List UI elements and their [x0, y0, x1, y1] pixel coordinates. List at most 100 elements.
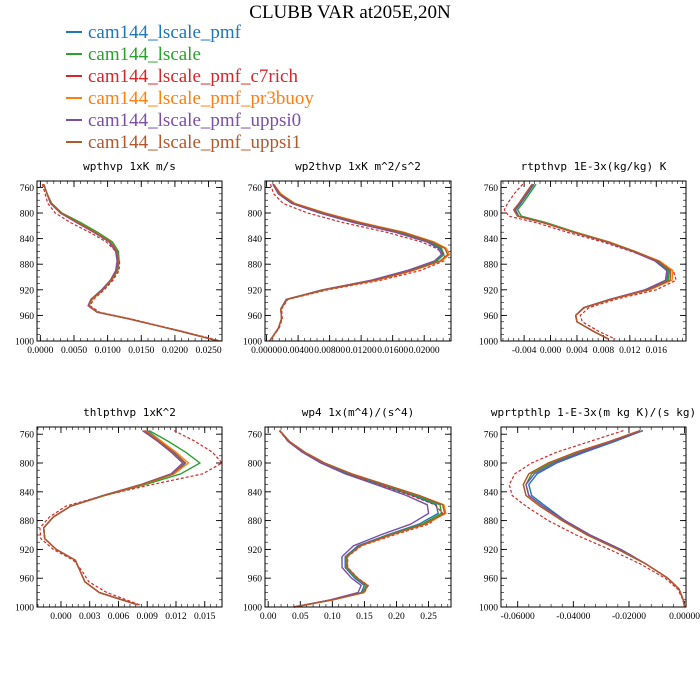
x-tick-label: 0.0050 — [61, 346, 87, 356]
y-tick-label: 920 — [484, 546, 499, 556]
series-line — [43, 430, 190, 606]
y-tick-label: 1000 — [479, 604, 498, 614]
series-line — [508, 430, 686, 608]
legend-swatch — [66, 30, 82, 33]
y-tick-label: 1000 — [15, 338, 34, 348]
y-tick-label: 880 — [20, 261, 35, 271]
panel-title: wp2thvp 1xK m^2/s^2 — [295, 160, 421, 173]
x-tick-label: 0.016 — [646, 346, 668, 356]
series-line — [43, 183, 219, 342]
panel-title: thlpthvp 1xK^2 — [83, 406, 176, 419]
series-line — [522, 429, 686, 608]
series-line — [269, 183, 445, 342]
legend-swatch — [66, 52, 82, 55]
series-line — [269, 183, 449, 342]
x-tick-label: 0.00800 — [314, 346, 345, 356]
y-tick-label: 840 — [248, 235, 263, 245]
series-line — [525, 429, 686, 608]
panel-title: wpthvp 1xK m/s — [83, 160, 176, 173]
x-tick-label: -0.004 — [512, 346, 537, 356]
y-tick-label: 1000 — [243, 338, 262, 348]
series-line — [279, 430, 447, 608]
y-tick-label: 800 — [484, 210, 499, 220]
x-tick-label: 0.01200 — [346, 346, 377, 356]
y-tick-label: 840 — [248, 488, 263, 498]
legend-item: cam144_lscale_pmf_uppsi0 — [66, 110, 314, 132]
x-tick-label: 0.02000 — [409, 346, 440, 356]
figure-title: CLUBB VAR at205E,20N — [249, 2, 451, 23]
series-line — [41, 184, 221, 342]
series-line — [528, 429, 686, 608]
y-tick-label: 1000 — [243, 604, 262, 614]
plot-frame — [264, 426, 452, 608]
y-tick-label: 840 — [484, 488, 499, 498]
y-tick-label: 960 — [484, 575, 499, 585]
plot-frame — [264, 180, 452, 342]
y-tick-label: 920 — [20, 546, 35, 556]
y-tick-label: 800 — [20, 210, 35, 220]
y-tick-label: 880 — [20, 517, 35, 527]
legend-item: cam144_lscale_pmf_uppsi1 — [66, 132, 314, 154]
y-tick-label: 920 — [248, 286, 263, 296]
y-tick-label: 840 — [484, 235, 499, 245]
y-tick-label: 1000 — [479, 338, 498, 348]
panel-title: wp4 1x(m^4)/(s^4) — [302, 406, 415, 419]
legend-label: cam144_lscale_pmf_uppsi0 — [88, 110, 302, 131]
y-tick-label: 760 — [484, 184, 499, 194]
x-tick-label: 0.004 — [566, 346, 588, 356]
y-tick-label: 960 — [248, 312, 263, 322]
y-tick-label: 840 — [20, 235, 35, 245]
x-tick-label: 0.20 — [388, 612, 405, 622]
x-tick-label: 0.012 — [165, 612, 187, 622]
series-line — [43, 430, 187, 606]
y-tick-label: 800 — [20, 460, 35, 470]
y-tick-label: 920 — [484, 286, 499, 296]
series-line — [43, 430, 186, 606]
y-tick-label: 1000 — [15, 604, 34, 614]
x-tick-label: 0.0150 — [128, 346, 154, 356]
y-tick-label: 960 — [20, 575, 35, 585]
x-tick-label: 0.00000 — [251, 346, 282, 356]
series-line — [269, 184, 446, 342]
x-tick-label: 0.05 — [292, 612, 309, 622]
legend-item: cam144_lscale — [66, 44, 314, 66]
x-tick-label: 0.25 — [420, 612, 437, 622]
y-tick-label: 880 — [248, 517, 263, 527]
panel-title: wprtpthlp 1-E-3x(m kg K)/(s kg) — [491, 406, 696, 419]
x-tick-label: 0.0200 — [162, 346, 188, 356]
legend-label: cam144_lscale — [88, 44, 201, 65]
series-line — [525, 429, 686, 608]
y-tick-label: 880 — [248, 261, 263, 271]
y-tick-label: 760 — [20, 184, 35, 194]
x-tick-label: 0.01600 — [377, 346, 408, 356]
series-line — [43, 183, 219, 342]
legend-swatch — [66, 118, 82, 121]
legend-swatch — [66, 74, 82, 77]
plot-frame — [500, 426, 687, 608]
series-line — [43, 183, 219, 342]
x-tick-label: 0.0000 — [27, 346, 53, 356]
series-line — [269, 183, 451, 342]
series-line — [512, 183, 672, 340]
legend: cam144_lscale_pmf cam144_lscale cam144_l… — [66, 22, 314, 154]
plot-frame — [36, 180, 223, 342]
legend-item: cam144_lscale_pmf — [66, 22, 314, 44]
panel-title: rtpthvp 1E-3x(kg/kg) K — [521, 160, 667, 173]
series-line — [514, 183, 668, 340]
series-line — [513, 183, 674, 340]
x-tick-label: 0.015 — [194, 612, 216, 622]
y-tick-label: 920 — [248, 546, 263, 556]
series-line — [43, 430, 184, 606]
x-tick-label: 0.000 — [540, 346, 562, 356]
y-tick-label: 880 — [484, 261, 499, 271]
legend-swatch — [66, 96, 82, 99]
x-tick-label: 0.008 — [593, 346, 615, 356]
legend-label: cam144_lscale_pmf_c7rich — [88, 66, 298, 87]
x-tick-label: 0.000 — [50, 612, 72, 622]
y-tick-label: 760 — [484, 431, 499, 441]
y-tick-label: 960 — [484, 312, 499, 322]
y-tick-label: 960 — [248, 575, 263, 585]
x-tick-label: 0.15 — [356, 612, 373, 622]
x-tick-label: 0.00 — [260, 612, 277, 622]
x-tick-label: 0.0100 — [95, 346, 121, 356]
